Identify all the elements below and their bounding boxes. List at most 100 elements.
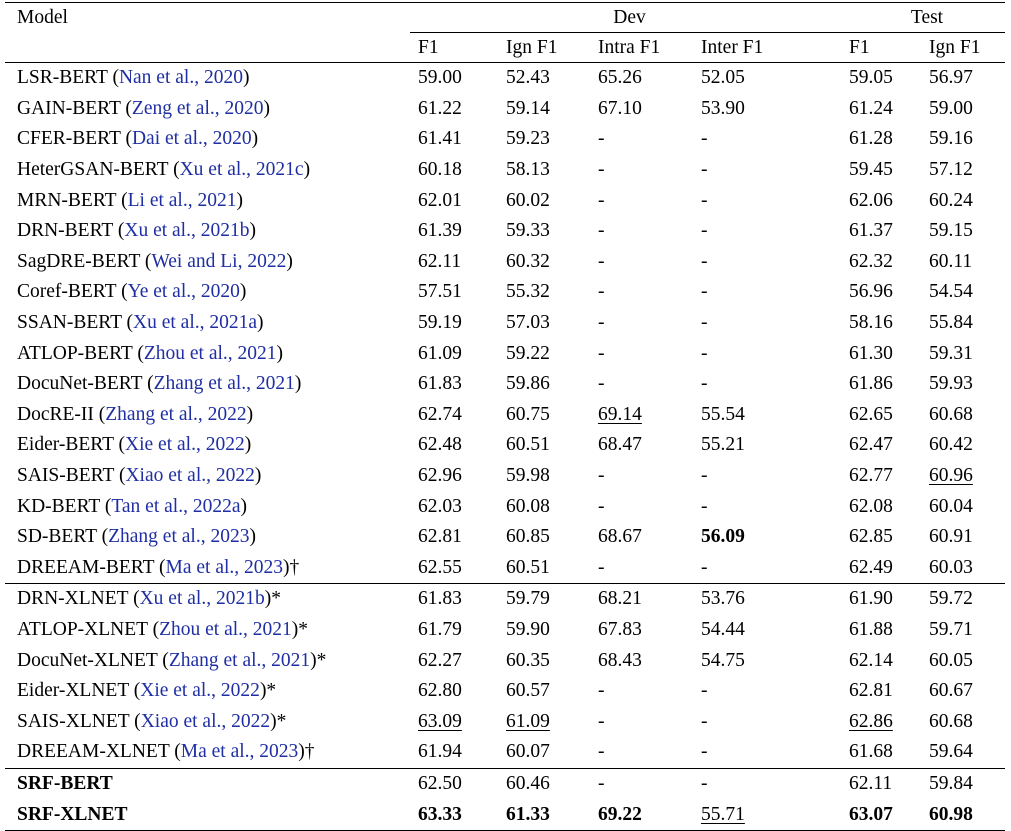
value-cell: - — [693, 706, 841, 737]
value: 60.11 — [929, 250, 973, 272]
table-row: Eider-BERT (Xie et al., 2022) 62.48 60.51 6… — [5, 430, 1005, 461]
value-cell: 62.03 — [410, 491, 498, 522]
value: 65.26 — [598, 67, 642, 89]
value-cell: 60.96 — [921, 461, 1005, 492]
value-cell: 59.64 — [921, 737, 1005, 768]
column-header: F1 — [410, 32, 498, 63]
value: 67.10 — [598, 97, 642, 119]
value: 61.33 — [506, 803, 550, 825]
value-cell: 62.11 — [841, 767, 921, 800]
value-cell: 60.42 — [921, 430, 1005, 461]
value-cell: 62.49 — [841, 553, 921, 584]
value-cell: 68.43 — [590, 645, 693, 676]
value: 59.00 — [418, 67, 462, 89]
column-header: F1 — [841, 32, 921, 63]
table-row: GAIN-BERT (Zeng et al., 2020) 61.22 59.14 6… — [5, 94, 1005, 125]
citation: Li et al., 2021 — [127, 189, 237, 211]
table-body: LSR-BERT (Nan et al., 2020) 59.00 52.43 65.… — [5, 61, 1005, 831]
value-cell: - — [590, 369, 693, 400]
model-cell: MRN-BERT (Li et al., 2021) — [5, 185, 410, 216]
value: 60.03 — [929, 556, 973, 578]
value-cell: 59.79 — [498, 583, 590, 615]
value-cell: - — [590, 155, 693, 186]
value: - — [598, 189, 605, 211]
value: 67.83 — [598, 618, 642, 640]
model-cell: SAIS-XLNET (Xiao et al., 2022)* — [5, 706, 410, 737]
table-row: DocuNet-BERT (Zhang et al., 2021) 61.83 59… — [5, 369, 1005, 400]
citation-close: ) — [286, 250, 293, 272]
value: - — [701, 189, 708, 211]
value-cell: - — [590, 185, 693, 216]
value: 60.42 — [929, 434, 973, 456]
model-name: Eider-BERT ( — [17, 434, 126, 456]
value: - — [598, 128, 605, 150]
value: 61.83 — [418, 373, 462, 395]
value-cell: 60.57 — [498, 676, 590, 707]
citation: Xiao et al., 2022 — [140, 710, 271, 732]
value: 61.90 — [849, 588, 893, 610]
value: - — [701, 220, 708, 242]
value: - — [598, 465, 605, 487]
model-name: SAIS-BERT ( — [17, 465, 126, 487]
value-cell: 55.84 — [921, 308, 1005, 339]
value-cell: - — [693, 369, 841, 400]
value-cell: 61.83 — [410, 583, 498, 615]
value: - — [701, 281, 708, 303]
value-cell: 59.90 — [498, 615, 590, 646]
value-cell: - — [693, 737, 841, 768]
value-cell: - — [693, 155, 841, 186]
value: 56.09 — [701, 526, 745, 548]
value: - — [701, 342, 708, 364]
value-cell: 61.30 — [841, 338, 921, 369]
value: 60.68 — [929, 403, 973, 425]
value-cell: 56.96 — [841, 277, 921, 308]
value-cell: 62.11 — [410, 247, 498, 278]
value-cell: 54.75 — [693, 645, 841, 676]
value-cell: 67.10 — [590, 94, 693, 125]
value: 59.86 — [506, 373, 550, 395]
value-cell: 61.88 — [841, 615, 921, 646]
value-cell: 68.21 — [590, 583, 693, 615]
value-cell: 57.12 — [921, 155, 1005, 186]
value-cell: 59.93 — [921, 369, 1005, 400]
citation-close: ) — [246, 403, 254, 425]
value-cell: 59.19 — [410, 308, 498, 339]
citation-close: )† — [298, 741, 315, 763]
value-cell: 60.24 — [921, 185, 1005, 216]
value: 60.18 — [418, 159, 462, 181]
citation-close: ) — [236, 189, 243, 211]
value: 62.11 — [849, 772, 893, 794]
value-cell: 62.55 — [410, 553, 498, 584]
citation: Ma et al., 2023 — [180, 741, 299, 763]
value-cell: 62.86 — [841, 706, 921, 737]
value: - — [598, 495, 605, 517]
value-cell: - — [590, 216, 693, 247]
value-cell: - — [693, 491, 841, 522]
value-cell: 55.54 — [693, 400, 841, 431]
value: 57.12 — [929, 159, 973, 181]
value: 57.51 — [418, 281, 462, 303]
model-cell: SRF-BERT — [5, 767, 410, 800]
value-cell: 61.39 — [410, 216, 498, 247]
value: 62.01 — [418, 189, 462, 211]
value: 61.88 — [849, 618, 893, 640]
value-cell: 52.05 — [693, 61, 841, 94]
value-cell: - — [590, 247, 693, 278]
model-name: SRF-XLNET — [17, 803, 128, 825]
value: - — [598, 250, 605, 272]
value-cell: 59.00 — [921, 94, 1005, 125]
value: - — [701, 159, 708, 181]
value: 60.67 — [929, 680, 973, 702]
value: 61.09 — [506, 710, 550, 732]
citation: Dai et al., 2020 — [131, 128, 252, 150]
value-cell: 68.67 — [590, 522, 693, 553]
value: 68.47 — [598, 434, 642, 456]
value: 52.43 — [506, 67, 550, 89]
value: 62.80 — [418, 680, 462, 702]
table-row: DocuNet-XLNET (Zhang et al., 2021)* 62.27… — [5, 645, 1005, 676]
model-cell: CFER-BERT (Dai et al., 2020) — [5, 124, 410, 155]
value: 55.84 — [929, 312, 973, 334]
value-cell: 59.16 — [921, 124, 1005, 155]
citation-close: )* — [270, 710, 287, 732]
citation: Zhang et al., 2021 — [168, 649, 311, 671]
